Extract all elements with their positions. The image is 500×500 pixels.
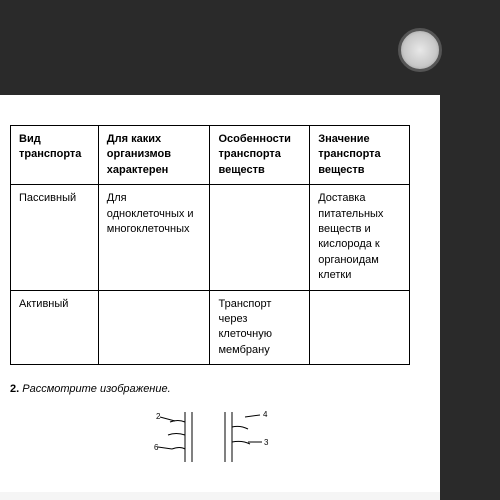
task-number: 2. [10, 383, 19, 395]
header-col1: Вид транспорта [11, 126, 99, 185]
svg-text:4: 4 [263, 410, 268, 419]
cell-r1c3 [210, 185, 310, 290]
cell-diagram-icon: 2 6 4 3 [130, 407, 290, 467]
header-col2: Для каких организмов характерен [98, 126, 210, 185]
home-button[interactable] [398, 28, 442, 72]
header-col4: Значение транспорта веществ [310, 126, 410, 185]
transport-table: Вид транспорта Для каких организмов хара… [10, 125, 410, 365]
cell-r2c2 [98, 290, 210, 365]
cell-r2c4 [310, 290, 410, 365]
cell-r2c3: Транспорт через клеточную мембрану [210, 290, 310, 365]
cell-r1c2: Для одноклеточных и многоклеточных [98, 185, 210, 290]
task-text: 2. Рассмотрите изображение. [10, 383, 410, 395]
table-header-row: Вид транспорта Для каких организмов хара… [11, 126, 410, 185]
svg-text:3: 3 [264, 438, 269, 447]
svg-text:6: 6 [154, 443, 159, 452]
task-instruction: Рассмотрите изображение. [22, 383, 170, 395]
svg-text:2: 2 [156, 412, 161, 421]
tablet-frame: Вид транспорта Для каких организмов хара… [0, 0, 500, 500]
diagram-container: 2 6 4 3 [10, 407, 410, 472]
cell-r1c1: Пассивный [11, 185, 99, 290]
table-row: Активный Транспорт через клеточную мембр… [11, 290, 410, 365]
cell-r1c4: Доставка питательных веществ и кислорода… [310, 185, 410, 290]
tablet-screen: Вид транспорта Для каких организмов хара… [0, 95, 440, 500]
header-col3: Особенности транспорта веществ [210, 126, 310, 185]
document-page: Вид транспорта Для каких организмов хара… [0, 95, 440, 492]
table-row: Пассивный Для одноклеточных и многоклето… [11, 185, 410, 290]
cell-r2c1: Активный [11, 290, 99, 365]
